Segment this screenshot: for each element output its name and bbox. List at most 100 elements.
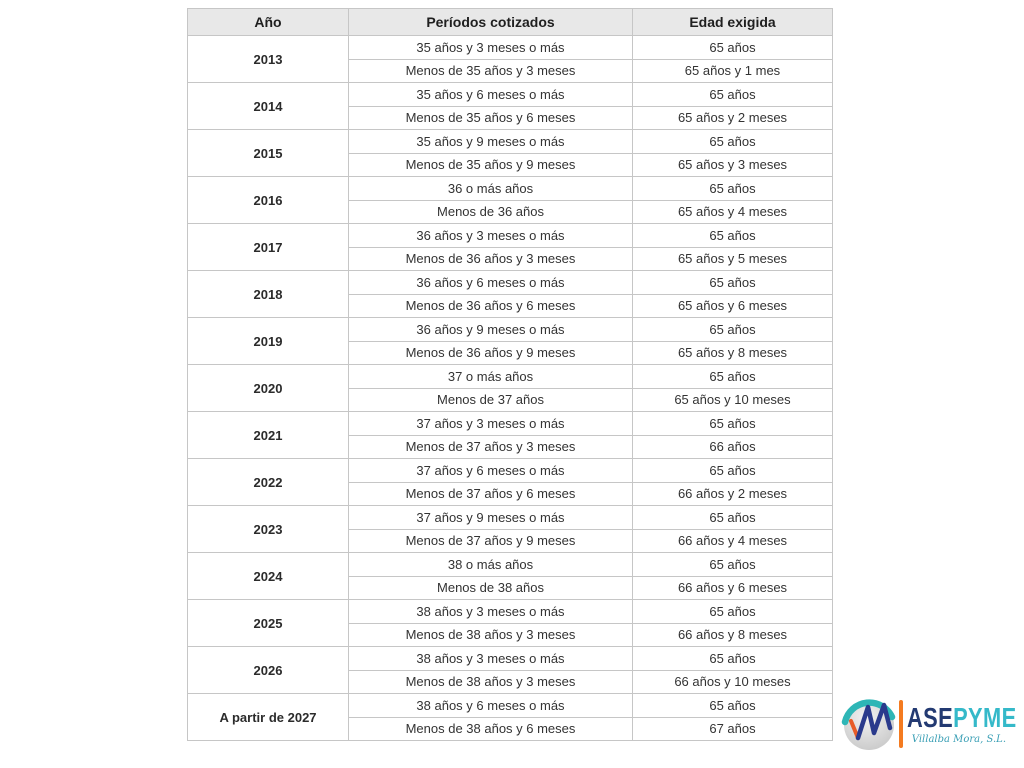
asepyme-logo: ASEPYME Villalba Mora, S.L. <box>841 696 1016 752</box>
period-cell: 36 años y 9 meses o más <box>348 317 633 342</box>
table-row: Menos de 37 años y 3 meses 66 años <box>188 434 833 459</box>
age-cell: 65 años y 8 meses <box>632 340 833 365</box>
year-cell: 2013 <box>187 35 349 83</box>
age-cell: 66 años y 2 meses <box>632 481 833 506</box>
age-cell: 66 años y 6 meses <box>632 575 833 600</box>
logo-text-block: ASEPYME Villalba Mora, S.L. <box>907 701 1016 745</box>
period-cell: Menos de 36 años y 9 meses <box>348 340 633 365</box>
table-row: Menos de 36 años 65 años y 4 meses <box>188 199 833 224</box>
year-cell: 2020 <box>187 364 349 412</box>
age-cell: 65 años <box>632 270 833 295</box>
table-header-row: Año Períodos cotizados Edad exigida <box>187 8 833 36</box>
period-cell: 35 años y 9 meses o más <box>348 129 633 154</box>
table-row: Menos de 37 años 65 años y 10 meses <box>188 387 833 412</box>
age-cell: 65 años <box>632 646 833 671</box>
period-cell: Menos de 37 años y 9 meses <box>348 528 633 553</box>
period-cell: Menos de 36 años y 6 meses <box>348 293 633 318</box>
period-cell: 38 años y 3 meses o más <box>348 599 633 624</box>
age-cell: 65 años <box>632 599 833 624</box>
table-row: 2021 37 años y 3 meses o más 65 años <box>187 411 833 459</box>
age-cell: 65 años <box>632 317 833 342</box>
period-cell: Menos de 36 años <box>348 199 633 224</box>
age-cell: 65 años y 10 meses <box>632 387 833 412</box>
logo-text-pyme: PYME <box>953 701 1017 733</box>
period-cell: Menos de 35 años y 9 meses <box>348 152 633 177</box>
table-row: 2024 38 o más años 65 años <box>187 552 833 600</box>
year-cell: 2018 <box>187 270 349 318</box>
age-cell: 65 años y 3 meses <box>632 152 833 177</box>
age-cell: 65 años <box>632 364 833 389</box>
period-cell: 36 o más años <box>348 176 633 201</box>
table-row: 2022 37 años y 6 meses o más 65 años <box>187 458 833 506</box>
table-row: Menos de 36 años y 9 meses 65 años y 8 me… <box>188 340 833 365</box>
period-cell: 38 o más años <box>348 552 633 577</box>
year-cell: 2024 <box>187 552 349 600</box>
period-cell: 37 años y 3 meses o más <box>348 411 633 436</box>
col-header-age: Edad exigida <box>632 8 833 36</box>
table-row: 2018 36 años y 6 meses o más 65 años <box>187 270 833 318</box>
period-cell: Menos de 37 años <box>348 387 633 412</box>
year-cell: 2019 <box>187 317 349 365</box>
vm-monogram-icon <box>841 699 896 750</box>
table-row: Menos de 38 años y 3 meses 66 años y 10 m… <box>188 669 833 694</box>
year-cell: 2023 <box>187 505 349 553</box>
age-cell: 65 años <box>632 35 833 60</box>
age-cell: 65 años <box>632 693 833 718</box>
age-cell: 65 años y 1 mes <box>632 58 833 83</box>
year-cell: 2025 <box>187 599 349 647</box>
table-row: 2020 37 o más años 65 años <box>187 364 833 412</box>
table-row: 2014 35 años y 6 meses o más 65 años <box>187 82 833 130</box>
year-cell: 2016 <box>187 176 349 224</box>
age-cell: 67 años <box>632 716 833 741</box>
age-cell: 65 años y 5 meses <box>632 246 833 271</box>
year-cell: A partir de 2027 <box>187 693 349 741</box>
col-header-year: Año <box>187 8 349 36</box>
age-cell: 65 años <box>632 458 833 483</box>
age-cell: 65 años <box>632 129 833 154</box>
table-row: 2019 36 años y 9 meses o más 65 años <box>187 317 833 365</box>
age-cell: 65 años <box>632 223 833 248</box>
period-cell: 35 años y 6 meses o más <box>348 82 633 107</box>
age-cell: 65 años <box>632 411 833 436</box>
table-row: Menos de 38 años 66 años y 6 meses <box>188 575 833 600</box>
age-cell: 65 años <box>632 176 833 201</box>
age-cell: 65 años y 6 meses <box>632 293 833 318</box>
table-row: 2016 36 o más años 65 años <box>187 176 833 224</box>
period-cell: Menos de 37 años y 3 meses <box>348 434 633 459</box>
age-cell: 65 años y 2 meses <box>632 105 833 130</box>
year-cell: 2026 <box>187 646 349 694</box>
period-cell: 37 años y 9 meses o más <box>348 505 633 530</box>
period-cell: 36 años y 3 meses o más <box>348 223 633 248</box>
logo-wordmark: ASEPYME <box>907 701 1016 733</box>
period-cell: Menos de 38 años y 3 meses <box>348 622 633 647</box>
table-row: Menos de 35 años y 6 meses 65 años y 2 me… <box>188 105 833 130</box>
pension-table: Año Períodos cotizados Edad exigida 2013… <box>187 8 833 741</box>
table-row: Menos de 38 años y 6 meses 67 años <box>188 716 833 741</box>
year-cell: 2022 <box>187 458 349 506</box>
year-cell: 2017 <box>187 223 349 271</box>
table-row: 2023 37 años y 9 meses o más 65 años <box>187 505 833 553</box>
period-cell: Menos de 35 años y 6 meses <box>348 105 633 130</box>
period-cell: Menos de 35 años y 3 meses <box>348 58 633 83</box>
table-row: Menos de 37 años y 6 meses 66 años y 2 me… <box>188 481 833 506</box>
logo-divider-bar <box>899 700 903 748</box>
age-cell: 65 años y 4 meses <box>632 199 833 224</box>
table-row: A partir de 2027 38 años y 6 meses o más 6… <box>187 693 833 741</box>
period-cell: 36 años y 6 meses o más <box>348 270 633 295</box>
age-cell: 66 años y 8 meses <box>632 622 833 647</box>
logo-text-ase: ASE <box>907 701 954 733</box>
table-row: 2026 38 años y 3 meses o más 65 años <box>187 646 833 694</box>
logo-subtitle: Villalba Mora, S.L. <box>911 733 1006 745</box>
period-cell: 37 años y 6 meses o más <box>348 458 633 483</box>
table-row: 2017 36 años y 3 meses o más 65 años <box>187 223 833 271</box>
table-row: Menos de 35 años y 3 meses 65 años y 1 me… <box>188 58 833 83</box>
period-cell: 38 años y 6 meses o más <box>348 693 633 718</box>
age-cell: 65 años <box>632 552 833 577</box>
age-cell: 66 años y 10 meses <box>632 669 833 694</box>
period-cell: 37 o más años <box>348 364 633 389</box>
table-row: 2013 35 años y 3 meses o más 65 años <box>187 35 833 83</box>
table-row: Menos de 37 años y 9 meses 66 años y 4 me… <box>188 528 833 553</box>
period-cell: Menos de 36 años y 3 meses <box>348 246 633 271</box>
year-cell: 2014 <box>187 82 349 130</box>
